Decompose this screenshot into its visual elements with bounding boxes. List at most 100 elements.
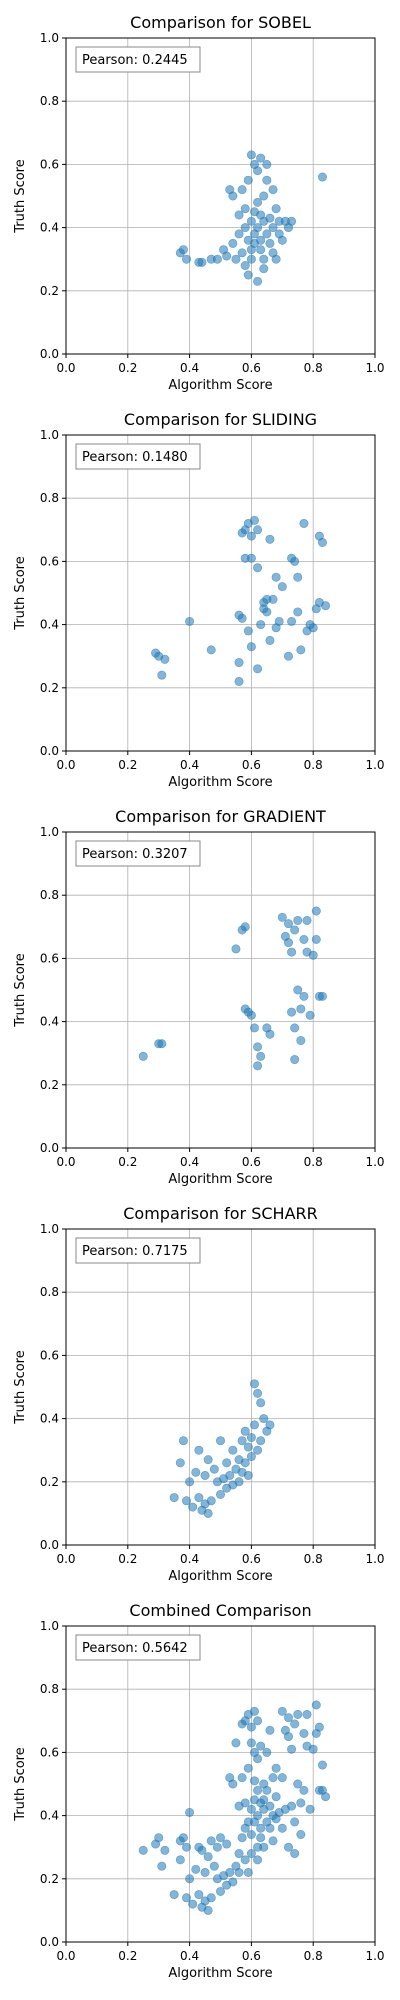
data-point [253,563,263,573]
data-point [314,1722,324,1732]
x-tick-label: 0.4 [180,361,199,375]
chart-panel: Combined Comparison 0.0 0.2 0.4 0.6 0.8 1.0 0.0… [13,1601,385,1981]
y-tick-label: 0.8 [40,94,59,108]
data-point [234,1477,244,1487]
y-axis-label: Truth Score [13,1747,28,1822]
data-point [237,248,247,258]
data-point [175,1855,185,1865]
data-point [234,229,244,239]
data-point [317,537,327,547]
scatter-points [138,1700,331,1915]
data-point [256,1398,266,1408]
data-point [253,166,263,176]
chart-title: Comparison for GRADIENT [115,807,326,826]
data-point [240,1458,250,1468]
pearson-annotation: Pearson: 0.7175 [82,1244,188,1259]
data-point [290,925,300,935]
data-point [243,1763,253,1773]
data-point [246,553,256,563]
y-tick-label: 0.0 [40,1935,59,1949]
x-tick-label: 0.6 [242,1552,261,1566]
data-point [296,645,306,655]
data-point [283,919,293,929]
data-point [191,1864,201,1874]
scatter-points [175,150,327,286]
data-point [206,1836,216,1846]
y-tick-label: 0.6 [40,951,59,965]
data-point [287,216,297,226]
data-point [265,238,275,248]
data-point [287,947,297,957]
data-point [234,1849,244,1859]
x-tick-label: 0.8 [304,1949,323,1963]
x-tick-label: 0.2 [118,361,137,375]
data-point [253,1716,263,1726]
scatter-points [151,515,331,686]
data-point [293,572,303,582]
data-point [216,1436,226,1446]
data-point [249,1420,259,1430]
data-point [253,664,263,674]
data-point [216,1833,226,1843]
data-point [188,1899,198,1909]
chart-panel: Comparison for SCHARR 0.0 0.2 0.4 0.6 0.8 1.0 0… [13,1204,385,1584]
data-point [265,1420,275,1430]
data-point [197,257,207,267]
data-point [253,1785,263,1795]
y-tick-label: 1.0 [40,428,59,442]
data-point [178,1833,188,1843]
data-point [138,1051,148,1061]
data-point [283,1713,293,1723]
data-point [268,594,278,604]
data-point [259,254,269,264]
pearson-annotation: Pearson: 0.3207 [82,847,188,862]
data-point [317,991,327,1001]
data-point [256,245,266,255]
data-point [299,518,309,528]
data-point [182,1842,192,1852]
data-point [246,1452,256,1462]
x-tick-label: 0.2 [118,1552,137,1566]
data-point [265,1801,275,1811]
data-point [249,1023,259,1033]
data-point [311,1700,321,1710]
data-point [277,582,287,592]
data-point [262,1747,272,1757]
data-point [249,1776,259,1786]
data-point [200,1470,210,1480]
data-point [234,210,244,220]
data-point [290,1719,300,1729]
data-point [246,1830,256,1840]
data-point [246,1722,256,1732]
data-point [246,531,256,541]
data-point [271,1763,281,1773]
data-point [302,1709,312,1719]
y-tick-label: 0.2 [40,681,59,695]
x-tick-label: 0.8 [304,758,323,772]
data-point [228,191,238,201]
data-point [203,1852,213,1862]
data-point [277,1823,287,1833]
data-point [259,1842,269,1852]
y-tick-label: 0.6 [40,1348,59,1362]
chart-title: Combined Comparison [129,1601,311,1620]
x-tick-label: 0.8 [304,1552,323,1566]
y-tick-label: 1.0 [40,31,59,45]
data-point [206,645,216,655]
data-point [253,525,263,535]
data-point [256,1741,266,1751]
data-point [157,1039,167,1049]
y-tick-label: 0.4 [40,618,59,632]
data-point [271,254,281,264]
data-point [253,197,263,207]
data-point [287,1801,297,1811]
data-point [308,950,318,960]
data-point [157,1861,167,1871]
data-point [305,1804,315,1814]
x-tick-label: 0.6 [242,1949,261,1963]
x-tick-label: 0.6 [242,758,261,772]
data-point [290,1023,300,1033]
data-point [240,1426,250,1436]
x-tick-label: 0.4 [180,1949,199,1963]
